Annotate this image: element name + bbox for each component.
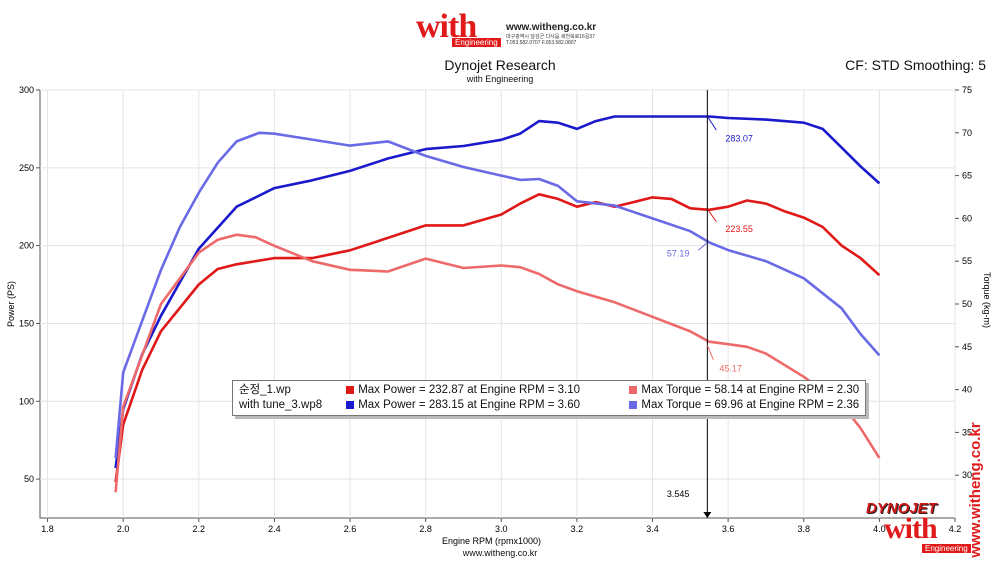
legend-row-tune: with tune_3.wp8 Max Power = 283.15 at En… [239, 398, 859, 413]
readout-pointer [706, 345, 714, 360]
cursor-readout: 283.07 [725, 133, 753, 143]
legend-max-torque: Max Torque = 69.96 at Engine RPM = 2.36 [641, 399, 860, 411]
y-tick-label: 300 [19, 85, 34, 95]
legend-max-power: Max Power = 283.15 at Engine RPM = 3.60 [358, 399, 581, 411]
dynojet-logo: DYNOJET [866, 500, 937, 517]
y-tick-label: 200 [19, 241, 34, 251]
x-tick-label: 2.2 [193, 524, 206, 534]
chart-title: Dynojet Research [444, 57, 556, 73]
vertical-website-text: www.witheng.co.kr [967, 422, 984, 558]
y-tick-label: 50 [24, 474, 34, 484]
legend-row-stock: 순정_1.wp Max Power = 232.87 at Engine RPM… [239, 383, 859, 398]
y2-tick-label: 60 [962, 213, 972, 223]
vertical-website-watermark: www.witheng.co.kr [967, 422, 984, 558]
correction-factor-label: CF: STD Smoothing: 5 [845, 57, 986, 73]
legend-box: 순정_1.wp Max Power = 232.87 at Engine RPM… [232, 380, 866, 416]
plot-area [39, 89, 956, 519]
chart-subtitle: with Engineering [466, 74, 534, 84]
rpm-cursor-label: 3.545 [667, 489, 690, 499]
header-address: 대구광역시 달성군 다사읍 세천북로16길37 [506, 34, 595, 40]
cursor-readout: 57.19 [667, 248, 690, 258]
y2-tick-label: 35 [962, 427, 972, 437]
y2-tick-label: 50 [962, 299, 972, 309]
header-phone: T.053.582.0707 F.053.582.0807 [506, 40, 577, 46]
legend-file-name: 순정_1.wp [239, 384, 291, 396]
x-tick-label: 2.0 [117, 524, 130, 534]
y2-tick-label: 55 [962, 256, 972, 266]
header-website: www.witheng.co.kr [506, 22, 597, 33]
x-tick-label: 3.0 [495, 524, 508, 534]
legend-power-swatch [346, 400, 355, 409]
header-contact: 대구광역시 달성군 다사읍 세천북로16길37 T.053.582.0707 F… [506, 34, 626, 46]
x-tick-label: 4.0 [873, 524, 886, 534]
x-tick-label: 2.4 [268, 524, 281, 534]
cursor-readout: 223.55 [725, 224, 753, 234]
legend-torque-swatch [629, 385, 638, 394]
cursor-readout: 45.17 [719, 363, 742, 373]
x-tick-label: 3.6 [722, 524, 735, 534]
x-tick-label: 2.6 [344, 524, 357, 534]
y2-tick-label: 40 [962, 385, 972, 395]
y-tick-label: 100 [19, 396, 34, 406]
series-line-power [114, 115, 881, 469]
y-tick-label: 250 [19, 163, 34, 173]
series-line-torque [114, 233, 881, 493]
rpm-cursor-marker [703, 512, 712, 518]
legend-power-swatch [346, 385, 355, 394]
with-logo-bottom: with [884, 512, 938, 545]
legend-file-name: with tune_3.wp8 [239, 399, 323, 411]
series-line-torque [114, 131, 881, 459]
series-group [114, 115, 881, 493]
x-tick-label: 4.2 [949, 524, 962, 534]
x-tick-label: 1.8 [41, 524, 54, 534]
cursor-group: 3.545 283.07 57.19 223.55 45.17 [667, 90, 753, 518]
x-tick-label: 2.8 [419, 524, 432, 534]
readout-pointer [706, 208, 717, 222]
footer-website: www.witheng.co.kr [462, 548, 538, 558]
y-tick-label: 150 [19, 318, 34, 328]
readout-pointer [698, 242, 708, 251]
y2-axis-label: Torque (kg-m) [982, 272, 992, 328]
legend-torque-swatch [629, 400, 638, 409]
axes: 1.8 2.0 2.2 2.4 2.6 2.8 3.0 3.2 3.4 3.6 3.8 4.0 4.2 5… [19, 85, 972, 534]
x-tick-label: 3.2 [571, 524, 584, 534]
y2-tick-label: 70 [962, 128, 972, 138]
with-logo-subtitle: Engineering [452, 38, 501, 47]
readout-pointer [706, 116, 717, 131]
y2-tick-label: 65 [962, 171, 972, 181]
y2-tick-label: 30 [962, 470, 972, 480]
x-tick-label: 3.4 [646, 524, 659, 534]
x-axis-label: Engine RPM (rpmx1000) [442, 536, 541, 546]
legend-max-power: Max Power = 232.87 at Engine RPM = 3.10 [358, 384, 581, 396]
y2-tick-label: 45 [962, 342, 972, 352]
y2-tick-label: 75 [962, 85, 972, 95]
x-tick-label: 3.8 [798, 524, 811, 534]
y-axis-label: Power (PS) [6, 281, 16, 327]
with-logo-bottom-subtitle: Engineering [922, 544, 971, 553]
legend-max-torque: Max Torque = 58.14 at Engine RPM = 2.30 [641, 384, 860, 396]
series-line-power [114, 193, 881, 483]
